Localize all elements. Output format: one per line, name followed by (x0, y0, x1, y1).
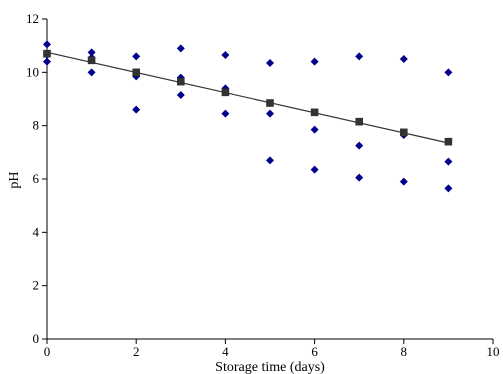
diamond-point (43, 40, 51, 49)
diamond-point (444, 157, 453, 166)
x-tick-label: 6 (311, 344, 318, 359)
diamond-point (355, 141, 364, 150)
diamond-point (176, 91, 185, 99)
x-axis-title: Storage time (days) (215, 360, 325, 374)
diamond-point (266, 156, 274, 165)
diamond-point (43, 57, 51, 66)
square-point (177, 77, 185, 86)
diamond-point (310, 125, 319, 134)
square-point (444, 137, 453, 146)
trendline-group (46, 51, 449, 144)
diamond-point (221, 109, 230, 118)
axes: 0 2 4 6 8 10 12 0 2 4 6 8 10 (26, 11, 500, 359)
diamond-point (310, 165, 319, 174)
square-point (355, 117, 363, 126)
diamond-point (87, 68, 96, 77)
y-tick-label: 8 (33, 118, 40, 133)
square-point (87, 56, 96, 65)
diamond-point (87, 48, 96, 57)
square-point (266, 99, 274, 107)
diamond-point (266, 59, 274, 67)
diamond-point (310, 57, 319, 66)
square-point (132, 68, 140, 77)
y-axis-title: pH (7, 171, 22, 188)
diamond-point (355, 52, 364, 61)
diamond-point (132, 105, 141, 114)
x-tick-label: 2 (133, 344, 140, 359)
square-point (400, 128, 408, 137)
square-point (221, 88, 230, 97)
square-point (310, 108, 319, 117)
diamond-point (132, 52, 141, 61)
x-tick-label: 8 (401, 344, 408, 359)
y-tick-label: 2 (33, 278, 40, 293)
y-tick-label: 10 (26, 64, 39, 79)
y-tick-label: 4 (33, 224, 40, 239)
data-points (43, 40, 453, 193)
diamond-point (355, 173, 364, 182)
diamond-point (176, 44, 185, 53)
diamond-point (399, 55, 408, 63)
diamond-point (221, 51, 230, 59)
square-point (43, 49, 51, 58)
diamond-point (444, 68, 453, 77)
x-tick-label: 10 (487, 344, 500, 359)
trendline (46, 51, 449, 144)
y-tick-label: 6 (33, 171, 40, 186)
diamond-point (266, 109, 274, 118)
y-tick-label: 0 (33, 331, 40, 346)
diamond-point (399, 177, 408, 186)
x-tick-label: 0 (44, 344, 51, 359)
y-tick-label: 12 (26, 11, 39, 26)
diamond-point (444, 184, 453, 193)
x-tick-label: 4 (222, 344, 229, 359)
